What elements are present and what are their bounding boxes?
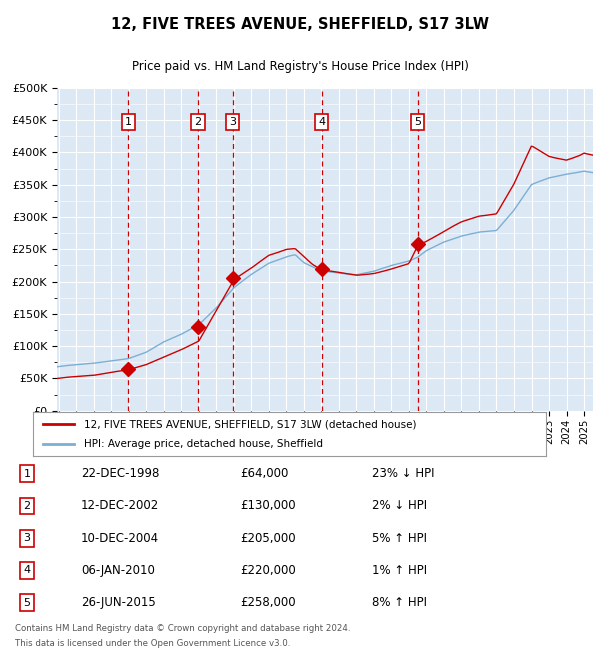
Text: £258,000: £258,000 bbox=[240, 596, 296, 609]
Text: 2: 2 bbox=[194, 117, 202, 127]
Text: 3: 3 bbox=[229, 117, 236, 127]
Text: 06-JAN-2010: 06-JAN-2010 bbox=[81, 564, 155, 577]
Text: 8% ↑ HPI: 8% ↑ HPI bbox=[372, 596, 427, 609]
Text: 1% ↑ HPI: 1% ↑ HPI bbox=[372, 564, 427, 577]
Text: HPI: Average price, detached house, Sheffield: HPI: Average price, detached house, Shef… bbox=[85, 439, 323, 449]
Text: 5% ↑ HPI: 5% ↑ HPI bbox=[372, 532, 427, 545]
Text: 26-JUN-2015: 26-JUN-2015 bbox=[81, 596, 156, 609]
Text: 5: 5 bbox=[23, 598, 31, 608]
Text: 2: 2 bbox=[23, 501, 31, 511]
Text: This data is licensed under the Open Government Licence v3.0.: This data is licensed under the Open Gov… bbox=[15, 639, 290, 648]
Text: Price paid vs. HM Land Registry's House Price Index (HPI): Price paid vs. HM Land Registry's House … bbox=[131, 60, 469, 73]
Text: £205,000: £205,000 bbox=[240, 532, 296, 545]
Text: 12, FIVE TREES AVENUE, SHEFFIELD, S17 3LW: 12, FIVE TREES AVENUE, SHEFFIELD, S17 3L… bbox=[111, 16, 489, 31]
Text: 23% ↓ HPI: 23% ↓ HPI bbox=[372, 467, 434, 480]
Text: 12-DEC-2002: 12-DEC-2002 bbox=[81, 499, 159, 512]
Text: 5: 5 bbox=[414, 117, 421, 127]
Text: 1: 1 bbox=[23, 469, 31, 478]
Text: 12, FIVE TREES AVENUE, SHEFFIELD, S17 3LW (detached house): 12, FIVE TREES AVENUE, SHEFFIELD, S17 3L… bbox=[85, 419, 417, 429]
Text: 4: 4 bbox=[318, 117, 325, 127]
Text: £130,000: £130,000 bbox=[240, 499, 296, 512]
Text: £64,000: £64,000 bbox=[240, 467, 289, 480]
Text: 22-DEC-1998: 22-DEC-1998 bbox=[81, 467, 160, 480]
Text: 4: 4 bbox=[23, 566, 31, 575]
Text: 2% ↓ HPI: 2% ↓ HPI bbox=[372, 499, 427, 512]
Text: 10-DEC-2004: 10-DEC-2004 bbox=[81, 532, 159, 545]
Text: Contains HM Land Registry data © Crown copyright and database right 2024.: Contains HM Land Registry data © Crown c… bbox=[15, 623, 350, 632]
Text: 1: 1 bbox=[125, 117, 132, 127]
Text: £220,000: £220,000 bbox=[240, 564, 296, 577]
Text: 3: 3 bbox=[23, 533, 31, 543]
